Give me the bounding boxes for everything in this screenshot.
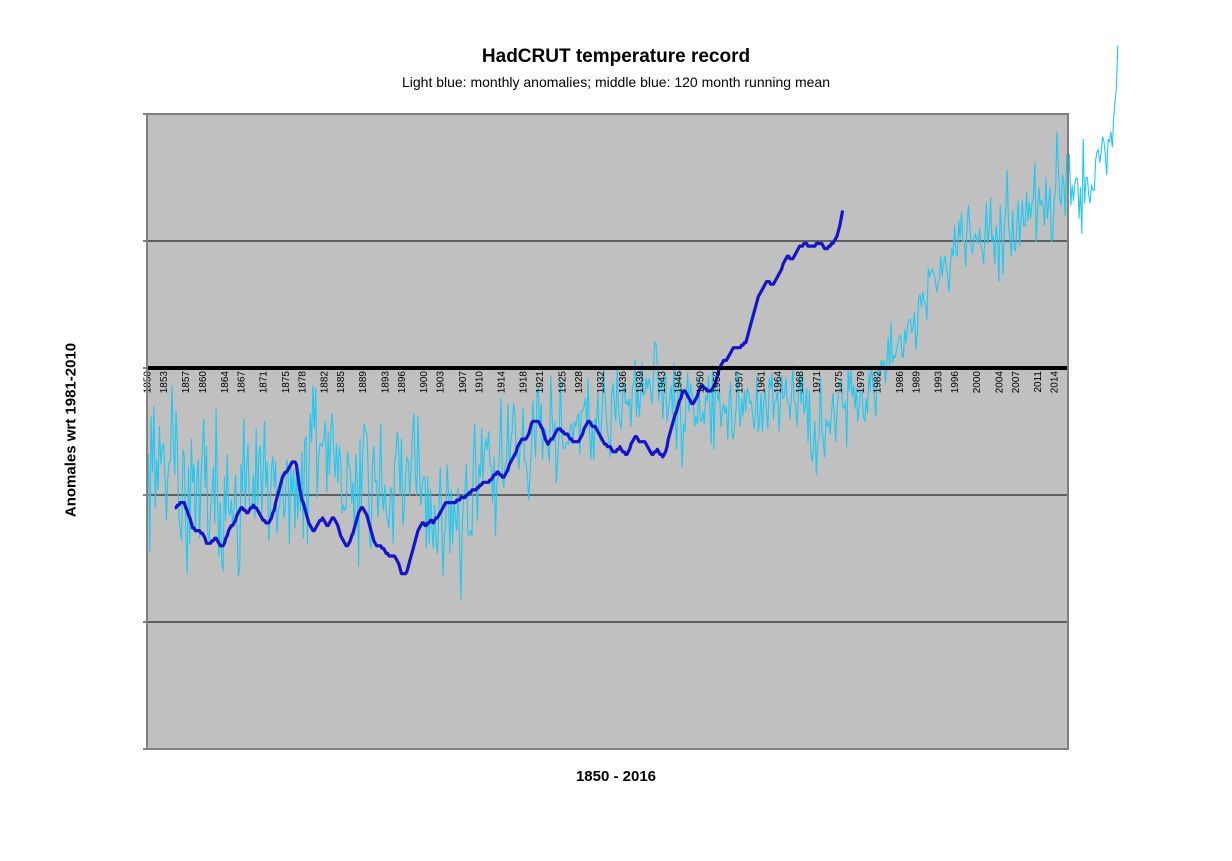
x-tick-label: 1971: [812, 371, 823, 394]
x-tick-label: 1900: [419, 371, 430, 394]
x-tick-label: 1921: [535, 371, 546, 394]
x-axis-title: 1850 - 2016: [575, 768, 657, 785]
x-tick-label: 1860: [198, 371, 209, 394]
x-tick-label: 1918: [519, 371, 530, 394]
x-tick-label: 1875: [281, 371, 292, 394]
x-tick-label: 1953: [712, 371, 723, 394]
x-tick-label: 1910: [474, 371, 485, 394]
x-tick-label: 1946: [674, 371, 685, 394]
x-tick-label: 1871: [259, 371, 270, 394]
x-tick-label: 1907: [458, 371, 469, 394]
x-tick-label: 1853: [159, 371, 170, 394]
x-tick-label: 1878: [297, 371, 308, 394]
running-mean-line: [174, 210, 845, 576]
x-tick-label: 1885: [336, 371, 347, 394]
x-tick-label: 1979: [856, 371, 867, 394]
x-tick-label: 1961: [757, 371, 768, 394]
x-tick-label: 2000: [972, 371, 983, 394]
x-tick-label: 1996: [950, 371, 961, 394]
monthly-anomalies-line: [146, 45, 1119, 600]
x-tick-label: 1957: [734, 371, 745, 394]
series-layer: [146, 45, 1119, 600]
x-tick-label: 1932: [596, 371, 607, 394]
x-tick-label: 1993: [934, 371, 945, 394]
x-tick-label: 1975: [834, 371, 845, 394]
plot-border: [146, 113, 1069, 750]
x-tick-label: 1925: [557, 371, 568, 394]
x-tick-label: 2004: [994, 371, 1005, 394]
x-tick-label: 1896: [397, 371, 408, 394]
x-tick-label: 2014: [1050, 371, 1061, 394]
x-tick-label: 1914: [497, 371, 508, 394]
x-tick-label: 1864: [220, 371, 231, 394]
chart-title: HadCRUT temperature record: [481, 46, 751, 67]
x-tick-label: 1928: [574, 371, 585, 394]
x-tick-label: 1867: [237, 371, 248, 394]
x-tick-label: 1943: [657, 371, 668, 394]
x-tick-label: 1939: [635, 371, 646, 394]
x-tick-label: 1950: [696, 371, 707, 394]
x-tick-label: 1986: [895, 371, 906, 394]
x-tick-label: 1936: [618, 371, 629, 394]
x-tick-label: 2007: [1011, 371, 1022, 394]
x-tick-label: 1989: [911, 371, 922, 394]
x-tick-label: 1882: [320, 371, 331, 394]
chart-subtitle: Light blue: monthly anomalies; middle bl…: [401, 74, 831, 90]
x-tick-label: 1982: [873, 371, 884, 394]
x-tick-label: 1903: [436, 371, 447, 394]
x-tick-label: 2011: [1033, 371, 1044, 393]
x-tick-label: 1964: [773, 371, 784, 394]
x-tick-label: 1893: [380, 371, 391, 394]
x-axis-tick-labels: 1850 1853 1857 1860 1864 1867 1871 1875 1878 1882…: [143, 371, 1061, 394]
x-tick-label: 1968: [795, 371, 806, 394]
x-tick-label: 1889: [358, 371, 369, 394]
x-tick-label: 1857: [181, 371, 192, 394]
